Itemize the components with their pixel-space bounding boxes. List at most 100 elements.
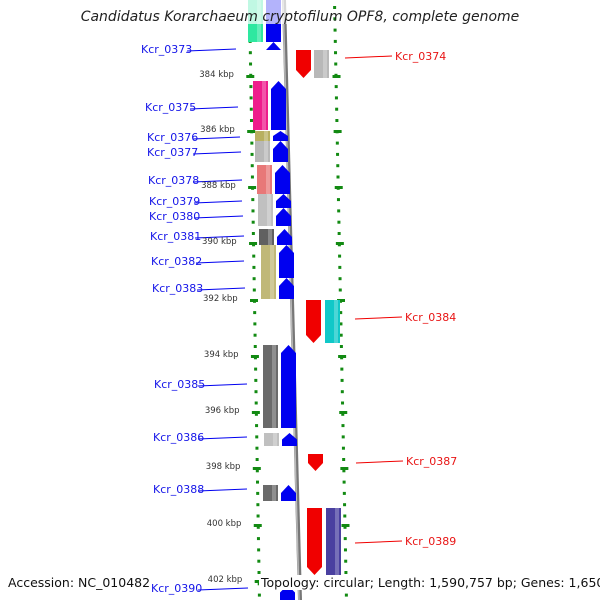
title-fade bbox=[240, 0, 300, 24]
major-tick bbox=[337, 299, 345, 302]
scale-dot bbox=[256, 503, 260, 507]
scale-dot bbox=[338, 277, 342, 281]
gene-label-leader bbox=[193, 215, 244, 219]
gene-label-kcr-0386[interactable]: Kcr_0386 bbox=[153, 431, 205, 444]
gene-arrow-forward bbox=[275, 165, 290, 194]
gene-label-leader bbox=[193, 200, 243, 204]
scale-dot bbox=[339, 322, 343, 326]
gene-label-kcr-0377[interactable]: Kcr_0377 bbox=[147, 146, 199, 159]
scale-dot bbox=[250, 175, 254, 179]
cog-category-box bbox=[264, 433, 279, 446]
gene-arrow-forward bbox=[273, 141, 288, 162]
scale-dot bbox=[249, 119, 253, 122]
scale-dot bbox=[249, 96, 253, 100]
scale-dot bbox=[344, 593, 348, 597]
gene-label-kcr-0390[interactable]: Kcr_0390 bbox=[151, 582, 203, 595]
gene-label-kcr-0381[interactable]: Kcr_0381 bbox=[150, 230, 202, 243]
box-shine bbox=[272, 485, 276, 501]
scale-dot bbox=[256, 514, 260, 518]
scale-dot bbox=[250, 164, 254, 168]
box-shine bbox=[266, 165, 270, 194]
gene-label-kcr-0379[interactable]: Kcr_0379 bbox=[149, 195, 201, 208]
box-shine bbox=[262, 81, 266, 130]
scale-dot bbox=[333, 39, 337, 43]
accession-text: Accession: NC_010482 bbox=[8, 575, 151, 590]
scale-label: 402 kbp bbox=[207, 575, 243, 585]
scale-label: 388 kbp bbox=[201, 181, 236, 191]
gene-label-kcr-0389[interactable]: Kcr_0389 bbox=[405, 535, 457, 548]
scale-dot bbox=[341, 435, 345, 439]
gene-label-kcr-0380[interactable]: Kcr_0380 bbox=[149, 210, 201, 223]
major-tick bbox=[338, 355, 347, 358]
scale-dot bbox=[335, 141, 339, 145]
cog-category-box bbox=[255, 131, 270, 141]
major-tick bbox=[250, 299, 258, 302]
gene-label-kcr-0376[interactable]: Kcr_0376 bbox=[147, 131, 199, 144]
scale-dot bbox=[249, 107, 253, 111]
scale-dot bbox=[257, 571, 261, 574]
gene-arrow-reverse bbox=[307, 508, 322, 575]
gene-label-leader bbox=[192, 136, 241, 140]
box-shine bbox=[273, 433, 277, 446]
box-shine bbox=[334, 300, 338, 343]
scale-dot bbox=[256, 537, 260, 541]
scale-dot bbox=[338, 254, 342, 258]
scale-dot bbox=[339, 311, 343, 315]
gene-label-kcr-0373[interactable]: Kcr_0373 bbox=[141, 43, 193, 56]
scale-dot bbox=[343, 548, 347, 552]
scale-dot bbox=[254, 390, 258, 394]
genome-backbone-highlight bbox=[282, 0, 300, 600]
scale-dot bbox=[338, 265, 342, 269]
gene-label-kcr-0383[interactable]: Kcr_0383 bbox=[152, 282, 204, 295]
scale-label: 400 kbp bbox=[206, 519, 242, 529]
scale-label: 394 kbp bbox=[203, 350, 239, 360]
gene-label-leader bbox=[189, 106, 239, 110]
scale-dot bbox=[252, 288, 256, 292]
gene-label-kcr-0384[interactable]: Kcr_0384 bbox=[405, 311, 457, 324]
box-shine bbox=[335, 508, 339, 575]
scale-dot bbox=[343, 514, 347, 518]
major-tick bbox=[332, 75, 341, 78]
scale-label: 386 kbp bbox=[200, 125, 235, 135]
scale-dot bbox=[336, 175, 340, 179]
scale-dot bbox=[341, 424, 345, 428]
scale-dot bbox=[333, 6, 337, 9]
box-shine bbox=[264, 141, 268, 162]
scale-dot bbox=[341, 412, 345, 416]
scale-dot bbox=[334, 96, 338, 100]
scale-dot bbox=[337, 220, 341, 224]
scale-dot bbox=[340, 367, 344, 371]
cog-category-box bbox=[326, 508, 341, 575]
gene-label-leader bbox=[344, 55, 393, 59]
major-tick bbox=[251, 411, 260, 414]
gene-label-leader bbox=[197, 436, 248, 440]
gene-label-kcr-0388[interactable]: Kcr_0388 bbox=[153, 483, 205, 496]
scale-dot bbox=[343, 503, 347, 507]
major-tick bbox=[246, 75, 255, 78]
scale-dot bbox=[254, 378, 258, 382]
scale-dot bbox=[339, 333, 343, 337]
gene-label-leader bbox=[195, 260, 245, 264]
cog-category-box bbox=[261, 278, 276, 299]
scale-dot bbox=[251, 232, 255, 235]
gene-arrow-forward bbox=[277, 229, 292, 245]
scale-dot bbox=[254, 401, 258, 405]
scale-dot bbox=[257, 593, 261, 597]
gene-label-leader bbox=[192, 151, 242, 155]
gene-label-kcr-0378[interactable]: Kcr_0378 bbox=[148, 174, 200, 187]
scale-dot bbox=[256, 491, 260, 495]
gene-label-kcr-0387[interactable]: Kcr_0387 bbox=[406, 455, 458, 468]
major-tick bbox=[247, 130, 256, 133]
cog-category-box bbox=[258, 208, 273, 226]
cog-category-box bbox=[258, 194, 273, 208]
scale-dot bbox=[342, 491, 346, 495]
scale-dot bbox=[250, 141, 254, 145]
gene-label-kcr-0385[interactable]: Kcr_0385 bbox=[154, 378, 206, 391]
gene-arrow-forward bbox=[281, 345, 296, 428]
gene-label-kcr-0375[interactable]: Kcr_0375 bbox=[145, 101, 197, 114]
cog-category-box bbox=[255, 141, 270, 162]
scale-dot bbox=[335, 107, 339, 111]
gene-label-kcr-0382[interactable]: Kcr_0382 bbox=[151, 255, 203, 268]
gene-label-kcr-0374[interactable]: Kcr_0374 bbox=[395, 50, 447, 63]
